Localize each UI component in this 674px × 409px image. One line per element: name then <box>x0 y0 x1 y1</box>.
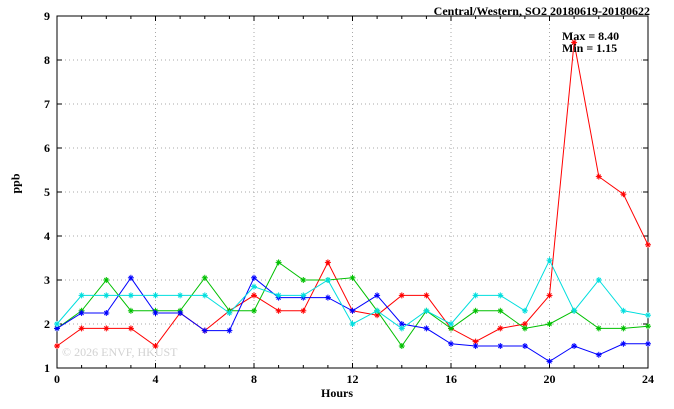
y-axis-label: ppb <box>8 173 23 194</box>
svg-text:3: 3 <box>44 273 50 287</box>
x-axis-label: Hours <box>320 386 353 400</box>
svg-text:7: 7 <box>44 97 50 111</box>
axis-ticks <box>56 15 649 369</box>
svg-text:24: 24 <box>642 372 654 386</box>
svg-text:2: 2 <box>44 317 50 331</box>
series-blue <box>54 274 651 365</box>
svg-text:8: 8 <box>44 53 50 67</box>
svg-text:4: 4 <box>44 229 50 243</box>
svg-text:1: 1 <box>44 361 50 375</box>
svg-text:6: 6 <box>44 141 50 155</box>
svg-text:20: 20 <box>544 372 556 386</box>
svg-text:8: 8 <box>251 372 257 386</box>
svg-text:16: 16 <box>445 372 457 386</box>
svg-text:4: 4 <box>153 372 159 386</box>
series-red <box>54 39 651 349</box>
svg-text:12: 12 <box>347 372 359 386</box>
chart-title: Central/Western, SO2 20180619-20180622 <box>433 4 650 18</box>
watermark: © 2026 ENVF, HKUST <box>62 345 178 359</box>
min-annotation: Min = 1.15 <box>562 41 618 55</box>
max-annotation: Max = 8.40 <box>562 29 620 43</box>
svg-text:0: 0 <box>54 372 60 386</box>
svg-text:9: 9 <box>44 9 50 23</box>
series-cyan <box>54 257 651 332</box>
svg-text:5: 5 <box>44 185 50 199</box>
